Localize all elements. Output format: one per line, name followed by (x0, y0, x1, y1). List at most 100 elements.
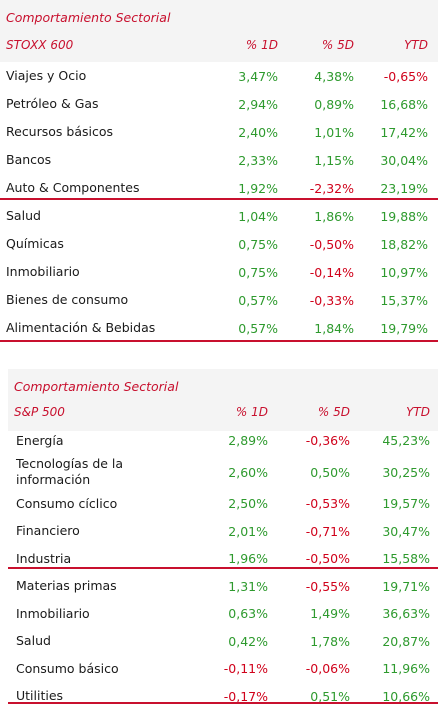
value-1d: 2,89% (228, 427, 268, 455)
table-row: Utilities-0,17% 0,51% 10,66% (8, 683, 438, 710)
sector-name: Viajes y Ocio (6, 62, 226, 90)
value-5d: 0,51% (310, 683, 350, 710)
value-5d: 1,49% (310, 600, 350, 628)
value-1d: 1,31% (228, 573, 268, 601)
table-title: Comportamiento Sectorial (8, 379, 178, 394)
value-ytd: -0,65% (384, 62, 428, 90)
value-1d: 2,01% (228, 518, 268, 546)
value-5d: -0,71% (306, 518, 350, 546)
value-5d: 1,84% (314, 314, 354, 342)
table-title: Comportamiento Sectorial (0, 10, 170, 25)
column-header-row: STOXX 600 % 1D % 5D YTD (0, 34, 438, 56)
col-header-ytd: YTD (404, 38, 428, 52)
value-1d: 2,50% (228, 490, 268, 518)
value-1d: 2,40% (238, 118, 278, 146)
value-ytd: 19,57% (382, 490, 430, 518)
sector-name: Consumo cíclico (16, 490, 236, 518)
value-1d: -0,17% (224, 683, 268, 710)
value-5d: 1,01% (314, 118, 354, 146)
column-header-row: S&P 500 % 1D % 5D YTD (8, 401, 438, 423)
value-ytd: 17,42% (380, 118, 428, 146)
value-ytd: 15,37% (380, 286, 428, 314)
value-5d: 1,15% (314, 146, 354, 174)
table-row: Alimentación & Bebidas 0,57% 1,84% 19,79% (0, 314, 438, 342)
value-5d: -0,36% (306, 427, 350, 455)
value-1d: 0,63% (228, 600, 268, 628)
value-ytd: 30,47% (382, 518, 430, 546)
sector-name: Salud (16, 628, 236, 656)
group-divider (0, 198, 438, 200)
value-ytd: 20,87% (382, 628, 430, 656)
value-1d: 2,94% (238, 90, 278, 118)
col-header-ytd: YTD (406, 405, 430, 419)
sector-name: Financiero (16, 518, 236, 546)
sector-name: Utilities (16, 683, 236, 710)
value-ytd: 30,04% (380, 146, 428, 174)
sector-name: Inmobiliario (16, 600, 236, 628)
table-row: Inmobiliario 0,75% -0,14% 10,97% (0, 258, 438, 286)
sector-name: Energía (16, 427, 236, 455)
sector-name: Alimentación & Bebidas (6, 314, 226, 342)
table-row: Consumo básico-0,11%-0,06%11,96% (8, 655, 438, 683)
col-header-1d: % 1D (246, 38, 278, 52)
sector-name: Tecnologías de la información (16, 455, 146, 491)
value-ytd: 10,97% (380, 258, 428, 286)
index-label: S&P 500 (14, 405, 65, 419)
table-title-row: Comportamiento Sectorial (8, 375, 438, 397)
table-bottom-rule (0, 340, 438, 342)
sp500-sector-table: Comportamiento Sectorial S&P 500 % 1D % … (8, 369, 438, 704)
col-header-1d: % 1D (236, 405, 268, 419)
sector-name: Petróleo & Gas (6, 90, 226, 118)
sector-name: Inmobiliario (6, 258, 226, 286)
value-5d: 0,50% (310, 455, 350, 491)
value-5d: -0,50% (310, 230, 354, 258)
value-ytd: 10,66% (382, 683, 430, 710)
value-1d: 0,57% (238, 314, 278, 342)
col-header-5d: % 5D (318, 405, 350, 419)
stoxx600-sector-table: Comportamiento Sectorial STOXX 600 % 1D … (0, 0, 438, 345)
sector-name: Químicas (6, 230, 226, 258)
value-1d: 0,75% (238, 230, 278, 258)
sector-name: Bancos (6, 146, 226, 174)
value-ytd: 16,68% (380, 90, 428, 118)
table-title-row: Comportamiento Sectorial (0, 6, 438, 28)
value-ytd: 19,79% (380, 314, 428, 342)
sector-name: Consumo básico (16, 655, 236, 683)
value-ytd: 30,25% (382, 455, 430, 491)
group-divider (8, 567, 438, 569)
value-5d: 0,89% (314, 90, 354, 118)
value-5d: 1,86% (314, 202, 354, 230)
sector-name: Salud (6, 202, 226, 230)
value-1d: 2,60% (228, 455, 268, 491)
sector-name: Recursos básicos (6, 118, 226, 146)
value-5d: -0,06% (306, 655, 350, 683)
value-ytd: 36,63% (382, 600, 430, 628)
value-1d: 0,42% (228, 628, 268, 656)
table-row: Tecnologías de la información 2,60% 0,50% 3… (8, 455, 438, 491)
table-row: Químicas 0,75% -0,50% 18,82% (0, 230, 438, 258)
sector-name: Bienes de consumo (6, 286, 226, 314)
value-ytd: 18,82% (380, 230, 428, 258)
table-row: Petróleo & Gas 2,94% 0,89% 16,68% (0, 90, 438, 118)
value-5d: 1,78% (310, 628, 350, 656)
value-1d: 2,33% (238, 146, 278, 174)
sector-name: Materias primas (16, 573, 236, 601)
value-5d: -0,53% (306, 490, 350, 518)
value-ytd: 11,96% (382, 655, 430, 683)
value-ytd: 45,23% (382, 427, 430, 455)
value-1d: 1,04% (238, 202, 278, 230)
value-5d: -0,14% (310, 258, 354, 286)
value-1d: 0,75% (238, 258, 278, 286)
index-label: STOXX 600 (6, 38, 73, 52)
value-5d: 4,38% (314, 62, 354, 90)
value-ytd: 19,71% (382, 573, 430, 601)
value-5d: -0,33% (310, 286, 354, 314)
